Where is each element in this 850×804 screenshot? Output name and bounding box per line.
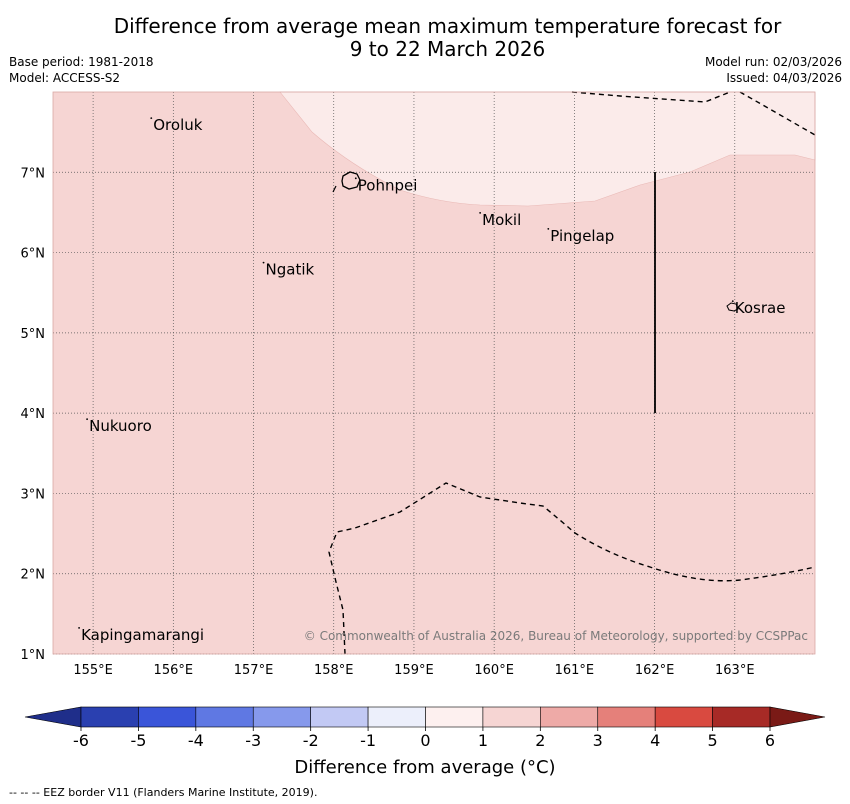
place-marker-kosrae [731,300,734,303]
place-label-ngatik: Ngatik [266,261,315,279]
place-label-pingelap: Pingelap [550,227,614,245]
issued-label: Issued: 04/03/2026 [726,71,842,85]
colorbar-segment [367,706,426,728]
anomaly-region-0-to-1 [279,91,816,207]
place-marker-pohnpei [354,177,357,180]
eez-border-northeast [739,91,816,136]
map-area: Oroluk Pohnpei Mokil Pingelap Ngatik Kosrae Nu… [52,91,816,655]
colorbar-tick-label: 0 [420,731,430,750]
kosrae-island-outline [726,302,739,312]
lon-tick-label: 155°E [73,663,113,678]
colorbar-segment [654,706,713,728]
place-ngatik: Ngatik [262,261,315,279]
place-pohnpei: Pohnpei [354,176,418,194]
place-label-kapingamarangi: Kapingamarangi [81,626,204,644]
colorbar-tick-label: -1 [360,731,376,750]
colorbar-segment [712,706,771,728]
colorbar-tick-label: -5 [130,731,146,750]
lon-tick-label: 160°E [474,663,514,678]
colorbar-extend-low [24,706,82,728]
place-kapingamarangi: Kapingamarangi [78,626,204,644]
model-label: Model: ACCESS-S2 [9,71,121,85]
lat-tick-label: 6°N [21,247,46,262]
place-label-nukuoro: Nukuoro [89,417,152,435]
axis-labels: 155°E 156°E 157°E 158°E 159°E 160°E 161°E 162°E… [21,166,755,678]
colorbar-segment [252,706,311,728]
colorbar-segment [195,706,254,728]
colorbar: -6 -5 -4 -3 -2 -1 0 1 2 3 4 5 6 [24,706,826,750]
colorbar-segment [310,706,369,728]
lat-tick-label: 2°N [21,568,46,583]
lon-tick-label: 156°E [154,663,194,678]
eez-border-pohnpei-fragment [332,185,337,193]
lat-tick-label: 4°N [21,407,46,422]
colorbar-title: Difference from average (°C) [294,757,556,778]
lon-tick-label: 159°E [394,663,434,678]
place-marker-nukuoro [86,418,88,421]
colorbar-tick-label: -3 [245,731,261,750]
colorbar-tick-label: 1 [478,731,488,750]
eez-border-south [328,482,816,655]
colorbar-tick-label: 6 [765,731,775,750]
colorbar-tick-label: -4 [188,731,204,750]
place-marker-kapingamarangi [78,627,80,629]
colorbar-tick-label: 3 [593,731,603,750]
place-marker-pingelap [547,228,550,230]
copyright-notice: © Commonwealth of Australia 2026, Bureau… [304,629,808,643]
place-pingelap: Pingelap [547,227,614,245]
model-run-label: Model run: 02/03/2026 [704,55,842,69]
place-label-mokil: Mokil [482,211,521,229]
place-oroluk: Oroluk [150,116,203,134]
place-label-oroluk: Oroluk [153,116,202,134]
colorbar-segment [540,706,599,728]
place-marker-mokil [479,211,482,214]
lon-tick-label: 157°E [234,663,274,678]
colorbar-segment [80,706,139,728]
colorbar-tick-label: 2 [535,731,545,750]
place-nukuoro: Nukuoro [86,417,152,435]
colorbar-segment [597,706,656,728]
lon-tick-label: 161°E [555,663,595,678]
eez-legend-footer: -- -- -- EEZ border V11 (Flanders Marine… [9,786,318,799]
place-kosrae: Kosrae [731,299,786,317]
lon-tick-label: 162°E [635,663,675,678]
place-labels: Oroluk Pohnpei Mokil Pingelap Ngatik Kosrae Nu… [78,116,785,644]
lat-tick-label: 7°N [21,166,46,181]
place-marker-ngatik [262,261,265,264]
map-frame [52,91,816,655]
colorbar-segment [482,706,541,728]
colorbar-extend-high [769,706,826,728]
base-period-label: Base period: 1981-2018 [9,55,154,69]
lon-tick-label: 158°E [314,663,354,678]
place-label-pohnpei: Pohnpei [358,176,418,194]
colorbar-tick-label: -2 [303,731,319,750]
lat-tick-label: 1°N [21,648,46,663]
colorbar-tick-label: 5 [707,731,717,750]
eez-border-north [571,91,731,103]
pohnpei-island-outline [341,171,361,190]
lon-tick-label: 163°E [715,663,755,678]
map-title-line-1: Difference from average mean maximum tem… [113,14,782,38]
lat-tick-label: 3°N [21,487,46,502]
place-marker-oroluk [150,117,153,120]
colorbar-tick-label: 4 [650,731,660,750]
place-label-kosrae: Kosrae [735,299,786,317]
colorbar-segment [138,706,197,728]
place-mokil: Mokil [479,211,521,229]
colorbar-tick-label: -6 [73,731,89,750]
lat-tick-label: 5°N [21,327,46,342]
map-title-line-2: 9 to 22 March 2026 [349,37,546,61]
colorbar-segment [425,706,484,728]
